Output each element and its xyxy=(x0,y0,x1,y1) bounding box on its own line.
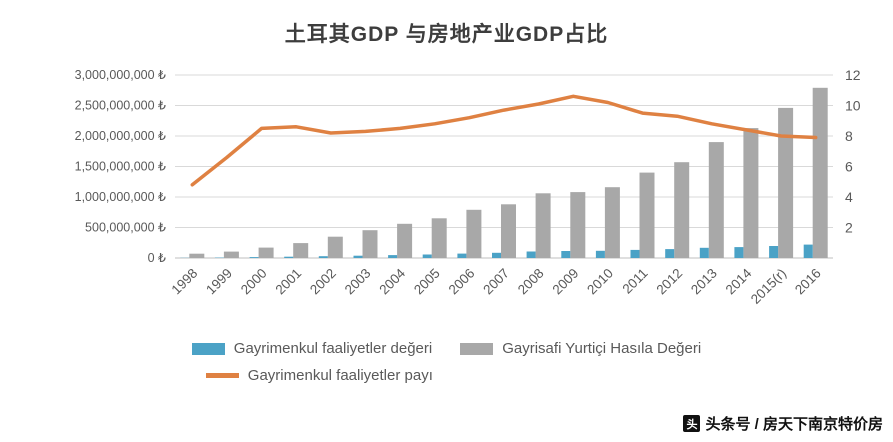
bar-gdp-value xyxy=(708,142,724,258)
combo-chart-svg: 0 ₺ 500,000,000 ₺ 1,000,000,000 ₺ 1,500,000… xyxy=(75,67,861,307)
bar-gdp-value xyxy=(535,193,551,258)
legend-swatch-orange xyxy=(205,373,239,378)
left-axis-tick-label: 0 ₺ xyxy=(148,251,166,265)
legend-row-2: Gayrimenkul faaliyetler payı xyxy=(205,367,701,384)
right-axis-tick-label: 2 xyxy=(845,220,853,236)
chart-title: 土耳其GDP 与房地产业GDP占比 xyxy=(284,23,609,46)
x-axis-tick-label: 2000 xyxy=(238,266,270,298)
x-axis-tick-label: 2009 xyxy=(550,266,582,298)
x-axis-tick-label: 2014 xyxy=(723,265,755,297)
toutiao-logo-icon: 头 xyxy=(683,415,701,432)
x-axis-tick-label: 2013 xyxy=(688,266,720,298)
bar-gdp-value xyxy=(431,218,447,258)
watermark-text: 头条号 / 房天下南京特价房 xyxy=(705,416,883,433)
bar-gdp-value xyxy=(501,204,516,258)
bar-gdp-value xyxy=(674,162,690,258)
x-axis-tick-label: 2002 xyxy=(307,266,339,298)
bar-gdp-value xyxy=(293,243,309,258)
legend-swatch-gray xyxy=(460,342,494,355)
right-axis-tick-label: 12 xyxy=(845,67,861,83)
left-axis-tick-label: 3,000,000,000 ₺ xyxy=(75,68,166,82)
x-axis-tick-label: 2012 xyxy=(653,266,685,298)
bar-gdp-value xyxy=(466,209,482,258)
legend-swatch-blue xyxy=(191,342,225,355)
bar-gdp-value xyxy=(778,107,794,259)
bar-gdp-value xyxy=(604,187,620,258)
bar-gdp-value xyxy=(397,223,413,258)
x-axis-tick-label: 2006 xyxy=(446,266,478,298)
bar-real-estate-value xyxy=(422,254,432,258)
bar-real-estate-value xyxy=(803,244,813,258)
bar-gdp-value xyxy=(223,251,239,258)
bar-gdp-value xyxy=(812,87,828,258)
bar-gdp-value xyxy=(327,236,343,258)
bar-real-estate-value xyxy=(249,257,259,258)
bar-gdp-value xyxy=(743,128,759,258)
bar-gdp-value xyxy=(362,230,378,258)
bar-real-estate-value xyxy=(734,247,744,258)
left-axis-tick-label: 1,000,000,000 ₺ xyxy=(75,190,166,204)
left-axis-tick-label: 500,000,000 ₺ xyxy=(85,221,166,235)
bar-gdp-value xyxy=(639,172,655,258)
line-real-estate-share xyxy=(190,94,818,187)
x-axis-tick-label: 2015(r) xyxy=(748,266,789,307)
x-axis-tick-label: 2001 xyxy=(272,266,304,298)
legend-label-real-estate-share: Gayrimenkul faaliyetler payı xyxy=(247,367,433,384)
legend-label-real-estate-value: Gayrimenkul faaliyetler değeri xyxy=(233,340,433,357)
bar-real-estate-value xyxy=(769,246,779,258)
left-axis-tick-label: 2,000,000,000 ₺ xyxy=(75,129,166,143)
bar-real-estate-value xyxy=(699,247,709,258)
bar-real-estate-value xyxy=(457,253,467,258)
bar-real-estate-value xyxy=(526,251,536,258)
bar-gdp-value xyxy=(258,247,274,258)
bar-real-estate-value xyxy=(353,255,363,258)
bar-real-estate-value xyxy=(665,249,675,258)
watermark: 头 头条号 / 房天下南京特价房 xyxy=(683,413,883,434)
bar-real-estate-value xyxy=(318,256,328,258)
bar-gdp-value xyxy=(570,192,586,258)
x-axis-tick-label: 2005 xyxy=(411,266,443,298)
x-axis-tick-label: 2008 xyxy=(515,266,547,298)
x-axis-tick-label: 2003 xyxy=(342,266,374,298)
left-axis-tick-label: 2,500,000,000 ₺ xyxy=(75,99,166,113)
chart-legend: Gayrimenkul faaliyetler değeri Gayrisafi… xyxy=(191,340,701,384)
bar-gdp-value xyxy=(189,253,205,258)
legend-item-real-estate-share: Gayrimenkul faaliyetler payı xyxy=(205,367,433,384)
x-axis-tick-label: 2010 xyxy=(584,266,616,298)
right-axis-tick-label: 4 xyxy=(845,189,853,205)
x-axis-tick-label: 2004 xyxy=(376,265,408,297)
x-axis-tick-label: 2016 xyxy=(792,266,824,298)
x-axis-tick-label: 2007 xyxy=(480,266,512,298)
legend-label-gdp-value: Gayrisafi Yurtiçi Hasıla Değeri xyxy=(502,340,702,357)
left-axis-tick-label: 1,500,000,000 ₺ xyxy=(75,160,166,174)
bar-real-estate-value xyxy=(284,256,294,258)
bar-real-estate-value xyxy=(630,249,640,258)
bar-real-estate-value xyxy=(595,250,605,258)
bar-real-estate-value xyxy=(492,252,501,258)
legend-item-real-estate-value: Gayrimenkul faaliyetler değeri xyxy=(191,340,433,357)
legend-item-gdp-value: Gayrisafi Yurtiçi Hasıla Değeri xyxy=(460,340,701,357)
right-axis-tick-label: 8 xyxy=(845,128,853,144)
bar-real-estate-value xyxy=(561,251,571,258)
legend-row-1: Gayrimenkul faaliyetler değeri Gayrisafi… xyxy=(191,340,701,357)
chart-plot-area: 0 ₺ 500,000,000 ₺ 1,000,000,000 ₺ 1,500,000… xyxy=(0,50,893,338)
x-axis-tick-label: 1999 xyxy=(203,266,235,298)
right-axis-tick-label: 6 xyxy=(845,159,853,175)
x-axis-tick-label: 1998 xyxy=(169,266,201,298)
right-axis-tick-label: 10 xyxy=(845,98,861,114)
x-axis-tick-label: 2011 xyxy=(619,266,650,297)
bar-real-estate-value xyxy=(388,255,398,258)
